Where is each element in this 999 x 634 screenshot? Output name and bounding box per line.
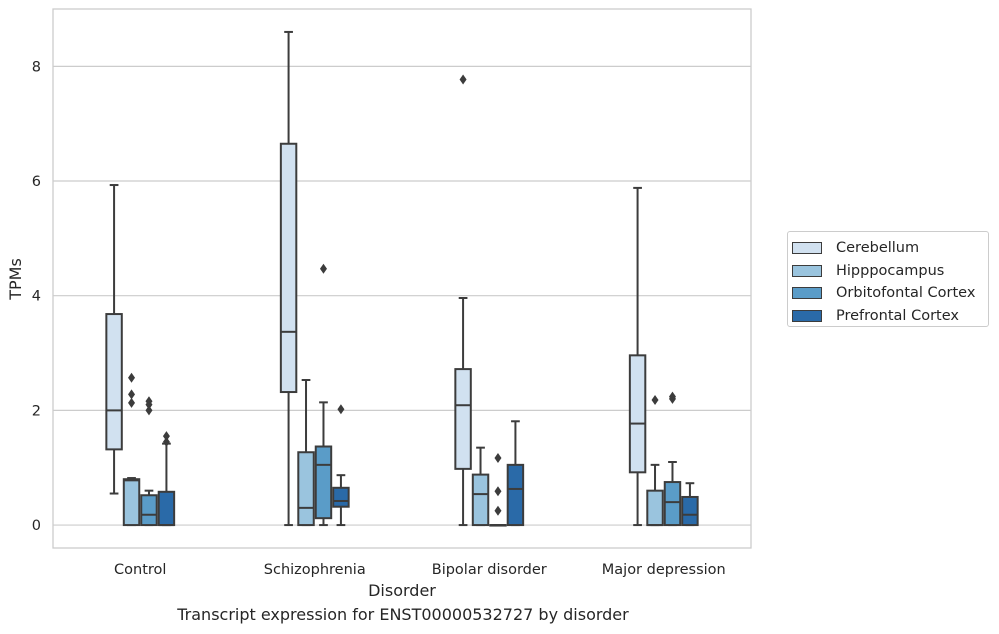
x-axis-label: Disorder: [368, 581, 436, 600]
x-tick-label: Schizophrenia: [264, 562, 366, 578]
box-body: [105, 313, 123, 451]
legend-label: Cerebellum: [836, 240, 920, 257]
legend-item: Hipppocampus: [792, 260, 988, 283]
box-orbitofontal-cortex: [314, 263, 333, 527]
y-tick-label: 4: [32, 289, 41, 305]
legend: Cerebellum Hipppocampus Orbitofontal Corte…: [787, 231, 989, 327]
outlier-point: [162, 431, 170, 442]
plot-frame: [52, 8, 752, 549]
y-tick-label: 2: [32, 403, 41, 419]
box-body: [471, 473, 490, 527]
box-cerebellum: [279, 30, 298, 527]
gridlines: [53, 65, 751, 526]
box-prefrontal-cortex: [332, 404, 350, 527]
outlier-point: [319, 263, 327, 274]
box-body: [506, 463, 525, 527]
box-orbitofontal-cortex: [140, 396, 158, 527]
legend-swatch: [792, 310, 822, 323]
outlier-point: [337, 404, 345, 415]
chart-caption: Transcript expression for ENST0000053272…: [177, 605, 629, 624]
plot-boxes: [105, 30, 699, 527]
y-tick-label: 6: [32, 174, 41, 190]
outlier-point: [145, 399, 153, 410]
outlier-point: [668, 393, 676, 404]
outlier-point: [494, 486, 502, 497]
outlier-point: [494, 452, 502, 463]
box-body: [279, 142, 298, 394]
box-body: [157, 490, 176, 527]
box-orbitofontal-cortex: [489, 452, 507, 527]
legend-swatch: [792, 287, 822, 300]
box-body: [332, 486, 350, 508]
y-tick-label: 8: [32, 59, 41, 75]
legend-item: Cerebellum: [792, 237, 988, 260]
x-tick-labels: Control Schizophrenia Bipolar disorder Majo…: [114, 562, 726, 578]
legend-swatch: [792, 264, 822, 277]
outlier-point: [459, 74, 467, 85]
y-tick-label: 0: [32, 518, 41, 534]
outlier-point: [145, 405, 153, 416]
box-prefrontal-cortex: [506, 420, 525, 527]
x-tick-label: Bipolar disorder: [432, 562, 547, 578]
x-tick-label: Control: [114, 562, 166, 578]
box-body: [628, 354, 647, 474]
box-cerebellum: [628, 186, 647, 527]
outlier-point: [651, 395, 659, 406]
legend-swatch: [792, 242, 822, 255]
legend-label: Prefrontal Cortex: [836, 308, 959, 325]
box-prefrontal-cortex: [157, 431, 176, 527]
box-body: [681, 495, 699, 527]
legend-label: Hipppocampus: [836, 262, 945, 279]
box-body: [314, 445, 333, 520]
box-body: [454, 368, 472, 470]
legend-label: Orbitofontal Cortex: [836, 285, 976, 302]
box-hipppocampus: [646, 395, 664, 527]
box-hipppocampus: [122, 372, 141, 527]
outlier-point: [162, 436, 170, 447]
box-body: [122, 478, 141, 527]
outlier-point: [494, 505, 502, 516]
box-orbitofontal-cortex: [663, 391, 682, 527]
outlier-point: [128, 389, 136, 400]
box-prefrontal-cortex: [681, 482, 699, 527]
box-body: [140, 494, 158, 527]
outlier-point: [128, 372, 136, 383]
box-hipppocampus: [297, 378, 315, 527]
outlier-point: [128, 397, 136, 408]
box-body: [297, 451, 315, 527]
box-cerebellum: [454, 74, 472, 527]
box-body: [646, 489, 664, 527]
y-tick-labels: 0 2 4 6 8: [32, 59, 41, 534]
box-body: [663, 481, 682, 527]
legend-item: Prefrontal Cortex: [792, 305, 988, 328]
box-cerebellum: [105, 184, 123, 495]
box-hipppocampus: [471, 446, 490, 527]
x-tick-label: Major depression: [602, 562, 726, 578]
legend-item: Orbitofontal Cortex: [792, 282, 988, 305]
y-axis-label: TPMs: [6, 258, 25, 301]
